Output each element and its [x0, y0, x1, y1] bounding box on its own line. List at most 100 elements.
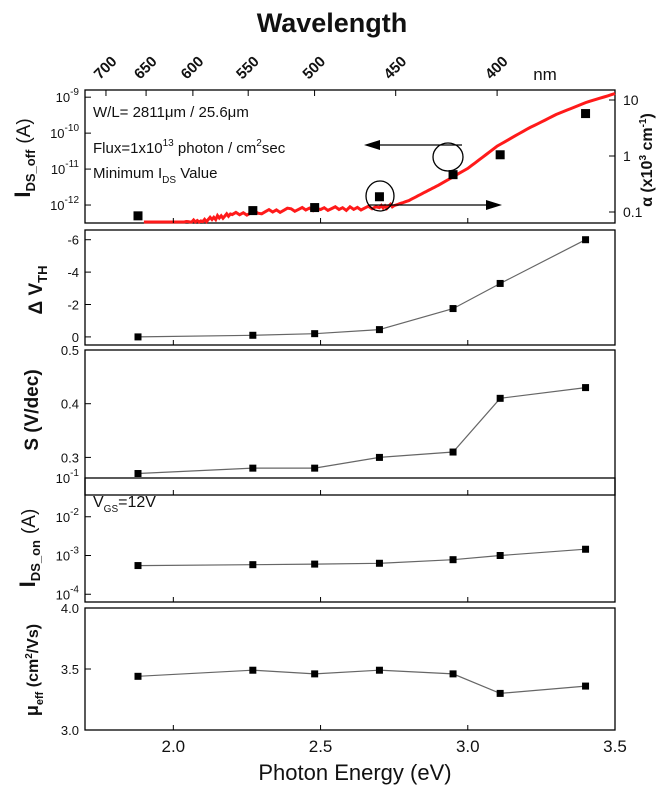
data-point	[375, 326, 383, 334]
data-point	[249, 331, 257, 339]
arrow-right-head	[486, 200, 502, 210]
y-tick-label: 0.4	[61, 397, 79, 412]
y-tick-label: 10-4	[56, 584, 80, 602]
y-tick-label: -6	[67, 233, 79, 248]
right-y-tick-label: 0.1	[623, 204, 643, 220]
data-point	[374, 192, 384, 202]
data-point	[449, 448, 457, 456]
data-point	[311, 670, 319, 678]
y-tick-label: 0.5	[61, 343, 79, 358]
data-point	[310, 203, 320, 213]
data-point	[449, 556, 457, 564]
data-point	[496, 279, 504, 287]
data-point	[582, 384, 590, 392]
right-curve-circle	[365, 180, 395, 212]
right-y-tick-labels: 0.1 1 10	[609, 92, 643, 220]
data-point	[448, 170, 458, 180]
top-tick-label: 550	[233, 53, 263, 83]
data-markers	[134, 384, 590, 478]
x-tick-label: 2.5	[309, 737, 333, 756]
data-point	[249, 666, 257, 674]
data-point	[375, 559, 383, 567]
y-label-ids-on: IDS_on(A)	[15, 509, 43, 588]
arrow-left-head	[364, 140, 380, 150]
data-point	[133, 211, 143, 221]
top-tick-label: 450	[381, 53, 411, 83]
panel-s: 0.3 0.4 0.5 S (V/dec)	[22, 343, 616, 496]
y-tick-label: 3.5	[61, 662, 79, 677]
data-point	[449, 305, 457, 313]
y-tick-label: 4.0	[61, 601, 79, 616]
y-tick-label: 10-10	[50, 123, 79, 141]
top-tick-label: 600	[178, 53, 208, 83]
y-tick-label: 0	[72, 330, 79, 345]
panel-frame	[84, 229, 616, 346]
series-line	[137, 239, 586, 338]
y-tick-label: 10-12	[50, 195, 79, 213]
y-tick-label: 10-2	[56, 507, 80, 525]
right-y-label-alpha: α (x103 cm-1)	[638, 113, 656, 207]
absorption-curve-line	[143, 92, 616, 225]
top-tick-label: 650	[131, 53, 161, 83]
series-line	[137, 387, 586, 475]
top-tick-label: 700	[91, 53, 121, 83]
data-point	[496, 394, 504, 402]
y-tick-label: 10-11	[51, 159, 80, 177]
y-tick-label: 10-1	[56, 468, 80, 486]
y-tick-label: 10-3	[56, 546, 80, 564]
y-tick-label: 0.3	[61, 450, 79, 465]
data-point	[496, 552, 504, 559]
data-markers	[134, 666, 590, 697]
y-tick-label: -4	[67, 265, 79, 280]
panel-ids-on: 10-4 10-3 10-2 10-1 VGS=12V IDS_on(A)	[15, 468, 616, 603]
data-point	[495, 150, 505, 160]
absorption-curve	[143, 92, 616, 225]
data-point	[375, 666, 383, 674]
data-markers	[134, 236, 590, 341]
annotation-flux: Flux=1x1013 photon / cm2sec	[93, 138, 286, 157]
data-point	[311, 560, 319, 568]
data-point	[449, 670, 457, 678]
y-tick-labels: -6 -4 -2 0	[67, 233, 91, 345]
series-line	[137, 669, 586, 695]
y-tick-labels: 10-4 10-3 10-2 10-1	[56, 468, 91, 602]
panel-ids-off: 10-12 10-11 10-10 10-9 0.1 1 10 W/L= 2811μm /…	[10, 87, 656, 225]
data-point	[134, 562, 142, 570]
y-tick-labels: 10-12 10-11 10-10 10-9	[50, 87, 91, 213]
data-point	[134, 470, 142, 478]
data-point	[582, 682, 590, 690]
data-point	[248, 206, 258, 216]
top-tick-label: 500	[299, 53, 329, 83]
data-point	[496, 689, 504, 697]
right-y-tick-label: 10	[623, 92, 639, 108]
x-tick-label: 3.5	[603, 737, 627, 756]
y-tick-labels: 3.0 3.5 4.0	[61, 601, 91, 738]
x-tick-label: 3.0	[456, 737, 480, 756]
panel-frame	[84, 477, 616, 603]
panel-delta-vth: -6 -4 -2 0 Δ VTH	[26, 229, 616, 346]
data-point	[134, 672, 142, 680]
y-tick-label: 3.0	[61, 723, 79, 738]
top-axis-unit: nm	[533, 65, 557, 84]
series-line-path	[137, 669, 586, 695]
series-line-path	[137, 548, 586, 567]
series-line	[137, 548, 586, 567]
data-point	[582, 236, 590, 244]
y-tick-label: 10-9	[56, 87, 80, 105]
y-label-delta-vth: Δ VTH	[26, 266, 50, 315]
data-point	[375, 453, 383, 461]
y-label-ids-off: IDS_off(A)	[10, 118, 38, 197]
y-label-mu-eff: μeff (cm2/Vs)	[22, 624, 46, 716]
data-point	[311, 330, 319, 338]
data-point	[249, 561, 257, 569]
data-point	[582, 545, 590, 553]
data-point	[249, 464, 257, 472]
y-label-s: S (V/dec)	[22, 369, 43, 450]
x-tick-label: 2.0	[162, 737, 186, 756]
top-tick-label: 400	[482, 53, 512, 83]
series-line-path	[137, 239, 586, 338]
data-point	[311, 464, 319, 472]
annotation-wl: W/L= 2811μm / 25.6μm	[93, 104, 249, 121]
panel-mu-eff: 3.0 3.5 4.0 μeff (cm2/Vs)	[22, 601, 616, 738]
x-axis-ticks: 2.0 2.5 3.0 3.5	[162, 218, 627, 756]
